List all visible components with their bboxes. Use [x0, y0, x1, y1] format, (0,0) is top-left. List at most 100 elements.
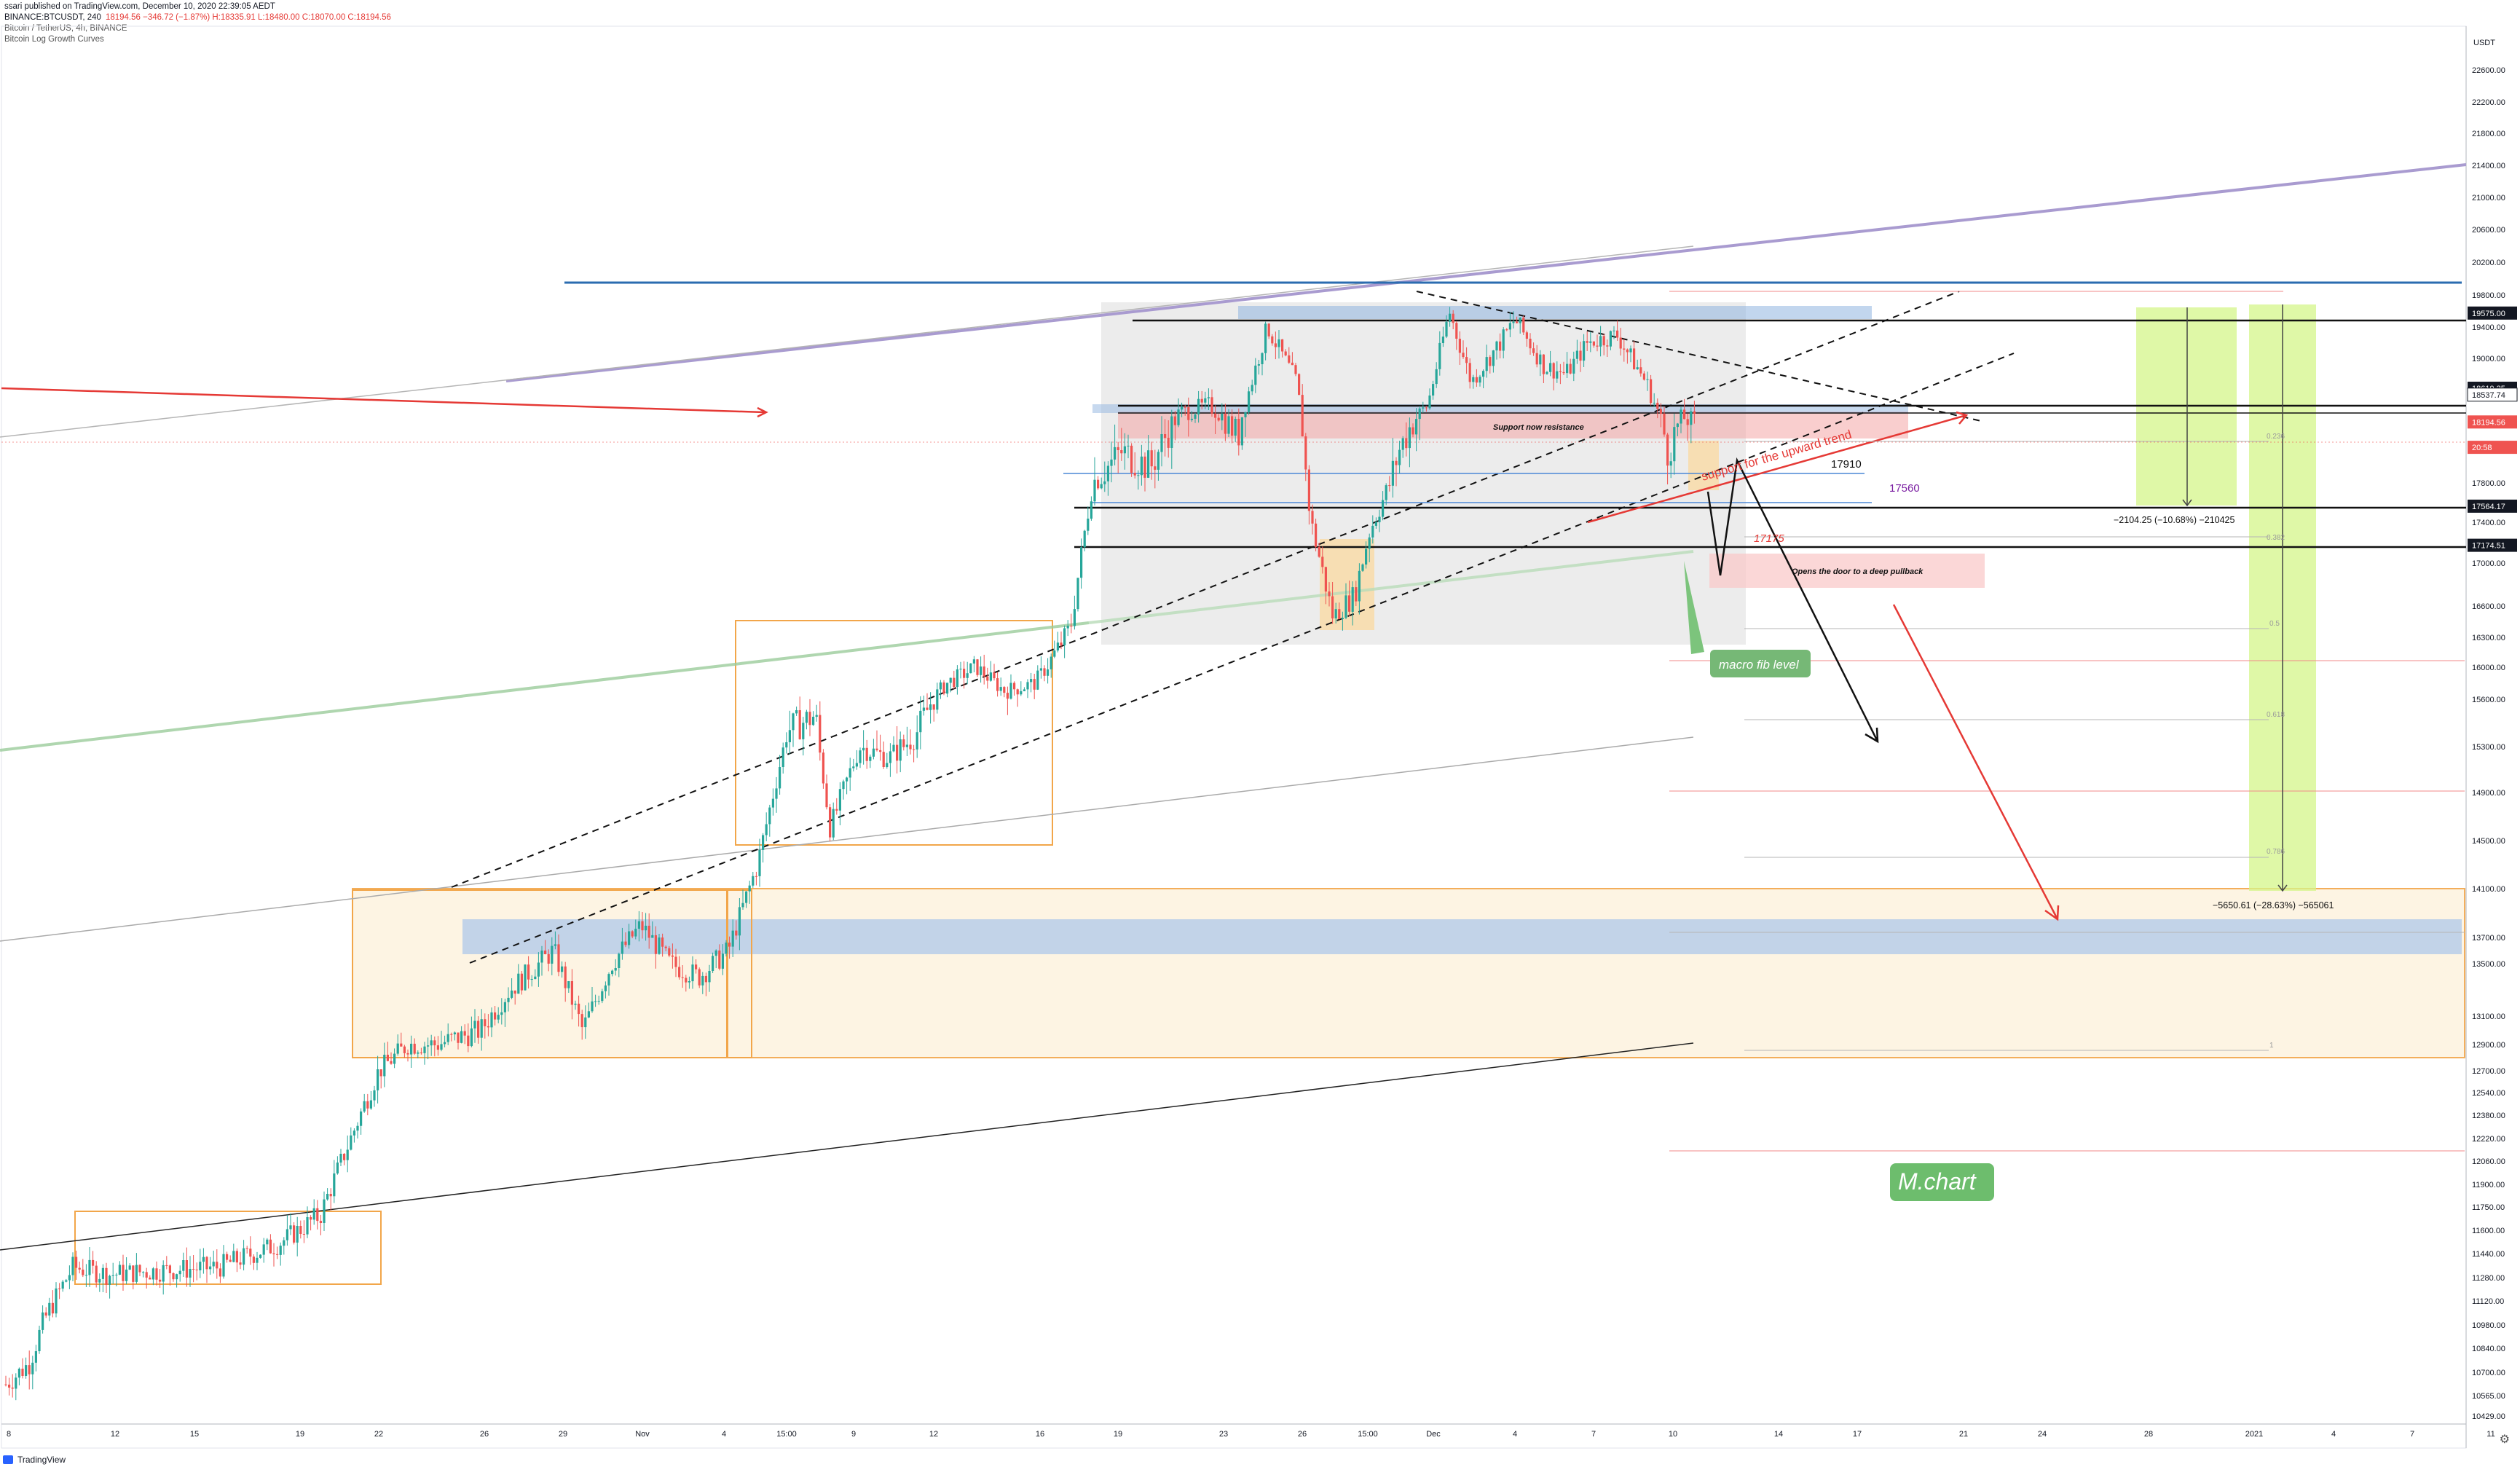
- candle-body: [1579, 350, 1582, 361]
- candle-body: [714, 950, 717, 956]
- candle-body: [661, 937, 664, 947]
- deep-pullback-zone[interactable]: [1709, 554, 1985, 588]
- date-tick-label: 2021: [2245, 1430, 2263, 1439]
- candle-body: [111, 1275, 114, 1276]
- candle-body: [1602, 336, 1605, 346]
- date-tick-label: 16: [1036, 1430, 1044, 1439]
- candle-body: [551, 945, 554, 964]
- candle-body: [942, 682, 945, 694]
- gear-icon[interactable]: ⚙: [2499, 1433, 2510, 1446]
- candle-body: [296, 1226, 299, 1243]
- candle-body: [755, 876, 757, 877]
- candle-body: [1093, 479, 1096, 502]
- date-tick-label: 28: [2144, 1430, 2153, 1439]
- price-flag-bg: [2468, 499, 2517, 513]
- candle-body: [151, 1268, 154, 1280]
- accumulation-box-mid[interactable]: [735, 620, 1053, 846]
- candle-body: [1673, 427, 1676, 462]
- candle-body: [872, 748, 875, 757]
- footer-brand[interactable]: TradingView: [17, 1455, 66, 1465]
- candle-body: [704, 975, 707, 983]
- candle-body: [574, 1003, 577, 1005]
- black-trendline-bottom: [0, 1042, 1694, 1251]
- candle-body: [875, 748, 878, 750]
- candle-body: [1663, 413, 1666, 435]
- macro-fib-callout[interactable]: [1710, 650, 1811, 677]
- dashed-channel-upper[interactable]: [451, 291, 1960, 888]
- candle-body: [848, 768, 851, 778]
- candle-body: [142, 1272, 145, 1273]
- candle-body: [842, 781, 845, 790]
- candle-body: [1033, 679, 1036, 690]
- black-projection-path[interactable]: [1706, 457, 1879, 742]
- candle-body: [71, 1256, 74, 1275]
- candle-body: [513, 990, 516, 994]
- candle-body: [1559, 371, 1562, 372]
- candle-body: [1234, 419, 1237, 436]
- candle-body: [795, 710, 798, 714]
- candle-body: [212, 1262, 215, 1267]
- candle-body: [1315, 523, 1318, 547]
- indicator-line[interactable]: Bitcoin Log Growth Curves: [4, 35, 104, 44]
- candle-body: [1030, 679, 1033, 683]
- candle-body: [1589, 341, 1592, 343]
- candle-body: [1231, 416, 1234, 436]
- mchart-badge[interactable]: [1890, 1163, 1994, 1201]
- top-supply-zone[interactable]: [1238, 306, 1872, 319]
- candle-body: [601, 991, 604, 1002]
- candle-body: [497, 1015, 500, 1020]
- resistance-zone[interactable]: [1118, 412, 1908, 438]
- candle-body: [192, 1269, 195, 1270]
- tradingview-logo-icon[interactable]: [3, 1455, 13, 1464]
- candle-body: [949, 677, 952, 683]
- candle-body: [1311, 511, 1314, 524]
- current-demand-box[interactable]: [1688, 441, 1719, 490]
- dashed-channel-lower[interactable]: [469, 353, 2015, 964]
- upward-trend-support-line[interactable]: [1587, 414, 1967, 524]
- candle-body: [363, 1101, 366, 1112]
- candle-body: [1355, 587, 1358, 602]
- red-projection-arrow[interactable]: [1892, 604, 2059, 920]
- candle-body: [1237, 419, 1240, 446]
- price-axis[interactable]: USDT 22600.00 22200.00 21800.00 21400.00 2100…: [2467, 39, 2518, 1421]
- candle-body: [1592, 341, 1595, 346]
- candle-body: [1549, 363, 1552, 372]
- candle-body: [128, 1265, 131, 1270]
- candle-body: [1097, 479, 1100, 489]
- time-axis[interactable]: 8 12 15 19 22 26 29 Nov 4 15:00 9 12 16 19 23 26 15:00 De…: [7, 1430, 2495, 1439]
- candle-body: [765, 824, 768, 835]
- candle-body: [1066, 626, 1069, 629]
- symbol[interactable]: BINANCE:BTCUSDT, 240: [4, 13, 101, 22]
- log-growth-upper-curve[interactable]: [505, 163, 2467, 382]
- date-tick-label: 21: [1959, 1430, 1968, 1439]
- red-curve-arrow[interactable]: [1, 387, 765, 414]
- candle-body: [1566, 363, 1569, 374]
- candle-body: [584, 1017, 587, 1028]
- candle-body: [976, 659, 979, 675]
- candle-body: [1087, 519, 1090, 531]
- accumulation-box-start[interactable]: [74, 1211, 382, 1285]
- date-tick-label: 12: [929, 1430, 938, 1439]
- candle-body: [1294, 365, 1297, 374]
- candle-body: [1535, 353, 1538, 365]
- level-17910-label: 17910: [1831, 458, 1862, 471]
- candle-body: [792, 713, 795, 731]
- candle-body: [1043, 668, 1046, 676]
- candle-body: [511, 990, 513, 998]
- date-tick-label: 24: [2038, 1430, 2047, 1439]
- price-tick-label: 19800.00: [2472, 291, 2505, 300]
- candle-body: [1328, 591, 1331, 597]
- candle-body: [859, 750, 862, 763]
- price-tick-label: 19000.00: [2472, 355, 2505, 363]
- candle-body: [353, 1130, 355, 1136]
- major-demand-zone[interactable]: [352, 888, 2465, 1058]
- dashed-descending-line[interactable]: [1416, 291, 1982, 422]
- candle-body: [249, 1248, 252, 1257]
- candle-body: [1546, 371, 1548, 374]
- candle-body: [1090, 501, 1092, 519]
- fib-label-0786: 0.786: [2267, 848, 2285, 856]
- price-flag-label: 18537.74: [2472, 391, 2505, 400]
- candle-body: [1690, 411, 1693, 425]
- price-flag-label: 17564.17: [2472, 503, 2505, 511]
